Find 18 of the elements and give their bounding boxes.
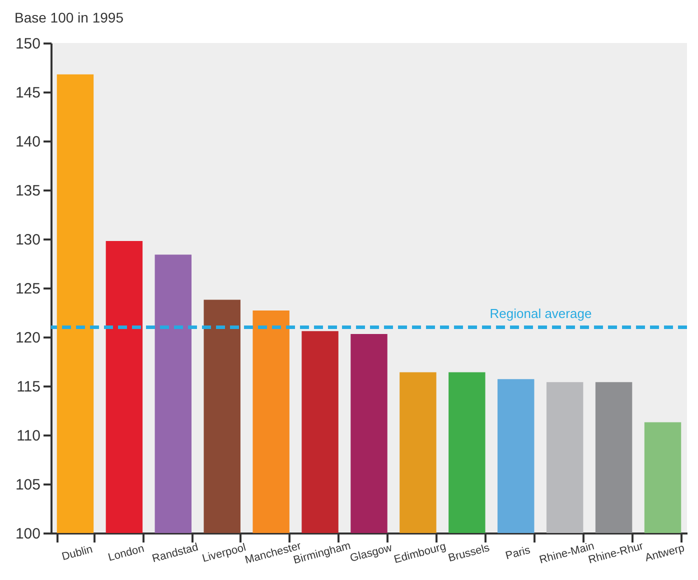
y-tick-label: 100 <box>15 526 40 542</box>
x-tick-label: Paris <box>504 544 532 562</box>
y-tick-label: 120 <box>15 330 40 346</box>
y-tick-label: 145 <box>15 84 40 102</box>
y-tick-label: 140 <box>15 134 40 150</box>
ref-line-label: Regional average <box>490 306 592 322</box>
y-tick-label: 105 <box>15 476 40 494</box>
y-tick-label: 125 <box>15 280 40 298</box>
y-tick-label: 130 <box>15 232 40 248</box>
y-tick-label: 150 <box>15 36 40 52</box>
x-tick-label: Dublin <box>60 543 94 564</box>
x-tick-label: Brussels <box>447 542 492 565</box>
y-tick-label: 110 <box>16 428 40 444</box>
y-tick-label: 115 <box>16 378 40 396</box>
x-tick-label: Antwerp <box>644 542 686 564</box>
y-tick-label: 135 <box>15 182 40 200</box>
x-tick-label: London <box>106 542 146 564</box>
y-axis-title: Base 100 in 1995 <box>14 10 124 26</box>
